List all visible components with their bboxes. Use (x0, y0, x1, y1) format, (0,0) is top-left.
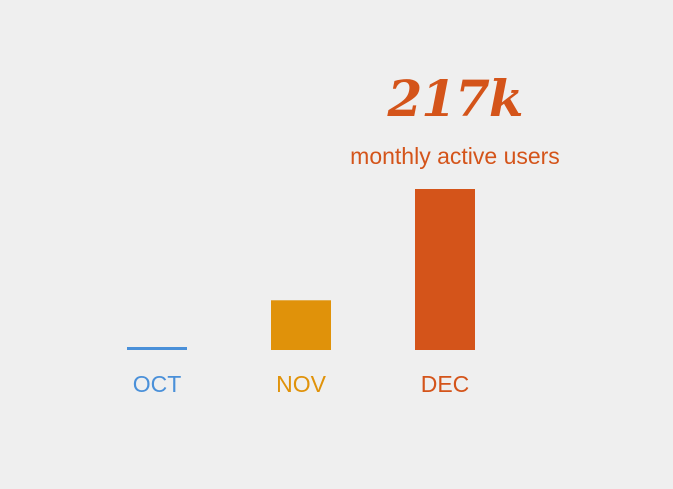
x-tick-label-dec: DEC (421, 371, 470, 397)
x-tick-label-nov: NOV (276, 371, 327, 397)
headline-caption: monthly active users (350, 143, 560, 169)
x-tick-label-oct: OCT (133, 371, 182, 397)
bar-dec (415, 189, 475, 350)
bar-nov (271, 300, 331, 350)
bar-oct (127, 347, 187, 350)
headline-value: 217k (387, 69, 523, 128)
